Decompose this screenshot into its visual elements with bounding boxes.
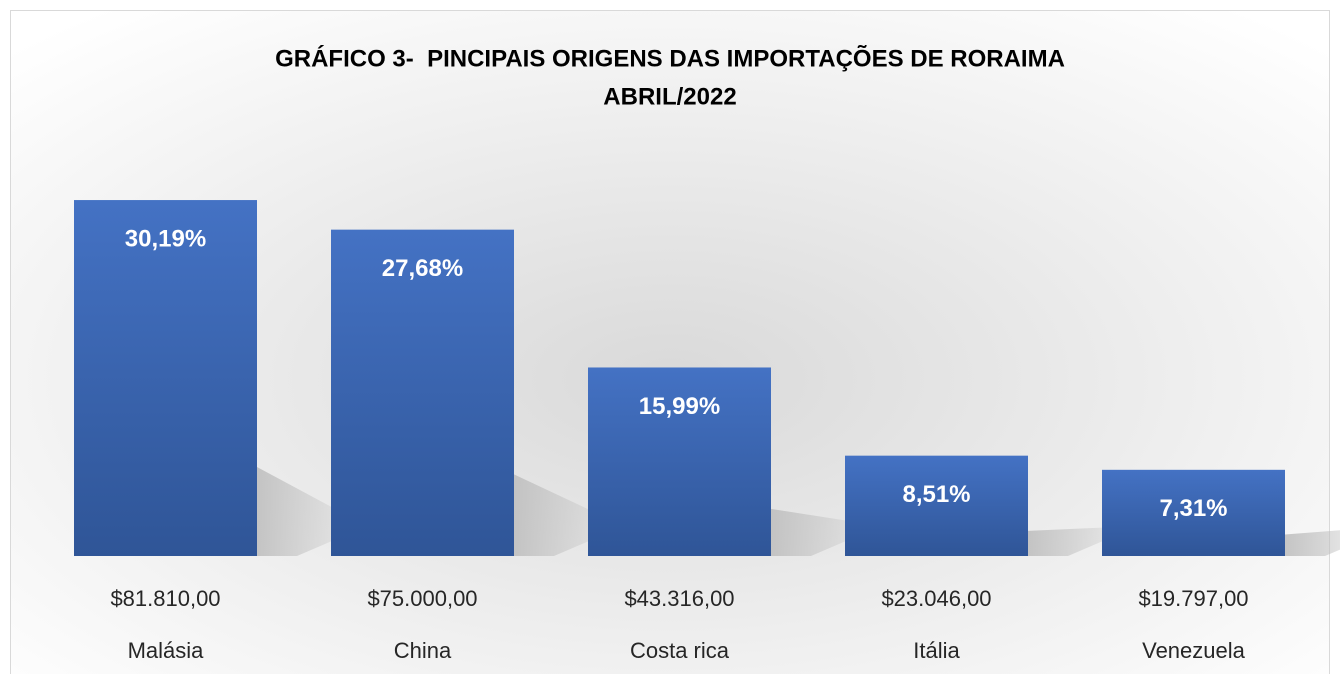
data-label: 15,99% [639,393,720,420]
amount-label: $75.000,00 [367,586,477,611]
x-tick-label: Costa rica [630,638,730,663]
amount-label: $23.046,00 [881,586,991,611]
bar [331,229,514,556]
bar-shadow [771,508,881,556]
x-tick-label: Malásia [128,638,205,663]
chart-subtitle: ABRIL/2022 [603,83,736,110]
x-tick-label: China [394,638,452,663]
data-label: 30,19% [125,225,206,252]
amount-label: $43.316,00 [624,586,734,611]
bar [74,200,257,556]
data-label: 7,31% [1159,495,1227,522]
amount-label: $19.797,00 [1138,586,1248,611]
data-label: 27,68% [382,255,463,282]
bar [845,455,1028,556]
data-label: 8,51% [902,481,970,508]
bar [1102,469,1285,556]
bar [588,367,771,556]
bar-shadow [1285,530,1340,556]
x-tick-label: Venezuela [1142,638,1246,663]
x-tick-label: Itália [913,638,960,663]
chart-title: GRÁFICO 3- PINCIPAIS ORIGENS DAS IMPORTA… [275,44,1065,72]
amount-label: $81.810,00 [110,586,220,611]
